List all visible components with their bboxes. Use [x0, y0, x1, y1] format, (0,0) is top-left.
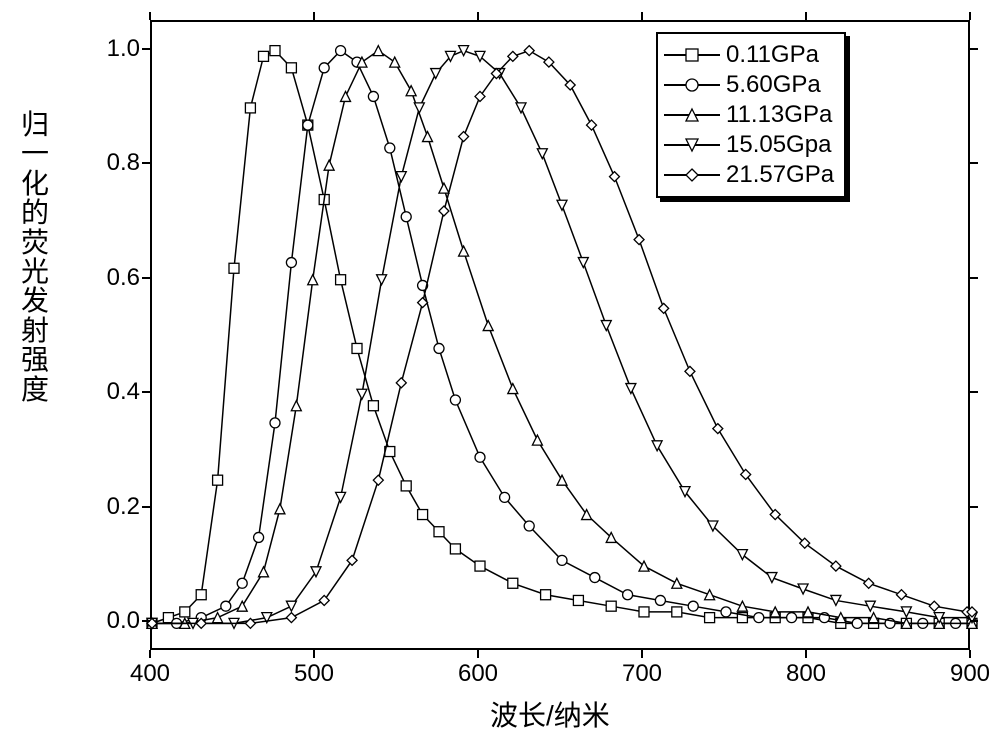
x-tick-label: 600 [448, 660, 508, 688]
x-tick [641, 12, 643, 20]
y-tick [142, 506, 150, 508]
y-tick [970, 162, 978, 164]
legend-label: 0.11GPa [726, 41, 819, 69]
legend-row: 5.60GPa [664, 70, 834, 100]
y-tick-label: 0.0 [90, 607, 140, 635]
x-tick [969, 12, 971, 20]
y-tick [970, 391, 978, 393]
x-tick [805, 12, 807, 20]
x-axis-label: 波长/纳米 [490, 694, 610, 734]
y-tick [142, 620, 150, 622]
y-tick [142, 162, 150, 164]
legend-label: 5.60GPa [726, 71, 821, 99]
x-tick [477, 12, 479, 20]
y-tick [970, 48, 978, 50]
x-tick [969, 650, 971, 658]
y-tick-label: 0.2 [90, 493, 140, 521]
legend-swatch [664, 165, 720, 185]
y-tick-label: 0.8 [90, 149, 140, 177]
plot-svg [152, 22, 972, 652]
legend-label: 11.13GPa [726, 101, 832, 129]
legend-swatch [664, 45, 720, 65]
plot-area [150, 20, 970, 650]
y-tick [970, 620, 978, 622]
x-tick-label: 400 [120, 660, 180, 688]
x-tick-label: 800 [776, 660, 836, 688]
y-tick [142, 391, 150, 393]
x-tick [149, 12, 151, 20]
legend-label: 15.05Gpa [726, 131, 831, 159]
x-tick-label: 700 [612, 660, 672, 688]
fluorescence-chart: 归一化的荧光发射强度 波长/纳米 0.11GPa5.60GPa11.13GPa1… [0, 0, 1000, 738]
legend-swatch [664, 105, 720, 125]
x-tick-label: 900 [940, 660, 1000, 688]
legend-row: 0.11GPa [664, 40, 834, 70]
x-tick-label: 500 [284, 660, 344, 688]
legend-label: 21.57GPa [726, 161, 834, 189]
x-tick [313, 12, 315, 20]
chart-legend: 0.11GPa5.60GPa11.13GPa15.05Gpa21.57GPa [656, 32, 846, 198]
legend-row: 11.13GPa [664, 100, 834, 130]
legend-swatch [664, 75, 720, 95]
y-tick-label: 1.0 [90, 35, 140, 63]
x-tick [313, 650, 315, 658]
x-tick [149, 650, 151, 658]
y-tick-label: 0.4 [90, 378, 140, 406]
y-tick [142, 48, 150, 50]
x-tick [641, 650, 643, 658]
legend-row: 15.05Gpa [664, 130, 834, 160]
y-tick [970, 506, 978, 508]
y-tick [142, 277, 150, 279]
legend-swatch [664, 135, 720, 155]
y-axis-label: 归一化的荧光发射强度 [20, 110, 50, 404]
y-tick [970, 277, 978, 279]
y-tick-label: 0.6 [90, 264, 140, 292]
x-tick [805, 650, 807, 658]
x-tick [477, 650, 479, 658]
legend-row: 21.57GPa [664, 160, 834, 190]
